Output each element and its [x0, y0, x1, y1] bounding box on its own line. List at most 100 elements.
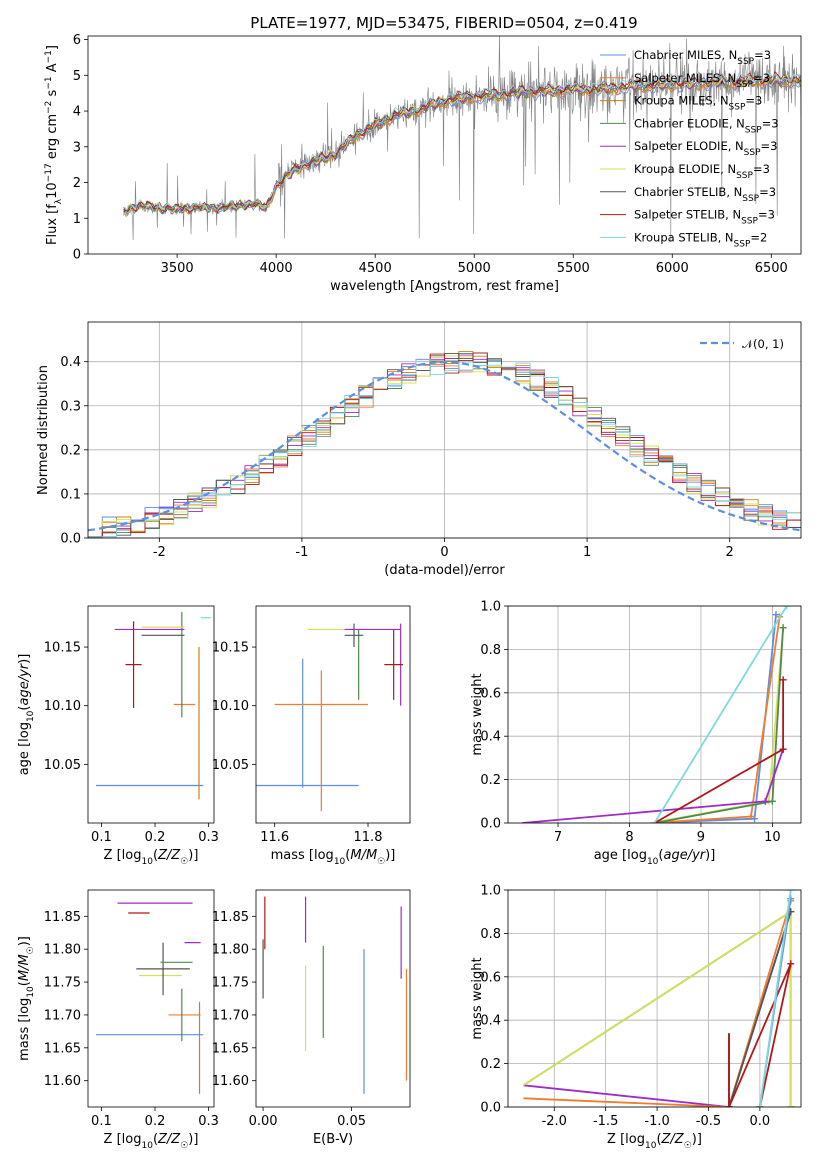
axes-frame — [87, 605, 215, 824]
x-tick-label: 0.00 — [249, 1114, 278, 1129]
legend-label: Chabrier ELODIE, NSSP=3 — [634, 116, 779, 135]
label-part: Z [log — [607, 1132, 645, 1147]
label-part: Kroupa MILES, N — [634, 94, 729, 108]
weight-marker — [779, 624, 787, 632]
y-tick-label: 6 — [73, 33, 81, 48]
y-tick-label: 0.0 — [60, 532, 81, 547]
y-tick-label: 11.60 — [44, 1074, 81, 1089]
y-tick-label: 0.3 — [60, 399, 81, 414]
y-axis-label: mass [log10(M/M☉)] — [17, 936, 36, 1061]
panel-EBV-mass: 0.00 0.05 11.60 11.65 11.70 11.75 11.80 11.85 E(… — [212, 889, 411, 1147]
y-tick-label: 0.4 — [480, 730, 501, 745]
label-part: M/M — [350, 848, 377, 863]
label-part: Z/Z — [157, 1132, 181, 1147]
label-part: mass [log — [17, 998, 32, 1061]
y-tick-label: 5 — [73, 69, 81, 84]
label-part: 10 — [645, 1141, 657, 1151]
x-tick-label: 0.05 — [337, 1114, 366, 1129]
y-axis-label: Flux [fλ10−17 erg cm−2 s−1 A−1] — [44, 45, 64, 245]
label-part: Z/Z — [157, 848, 181, 863]
label-part: ( — [153, 848, 158, 863]
weight-marker — [779, 676, 787, 684]
legend-label: Chabrier STELIB, NSSP=3 — [634, 185, 776, 204]
y-tick-label: 11.70 — [44, 1008, 81, 1023]
label-part: Salpeter ELODIE, N — [634, 139, 744, 153]
weight-marker — [779, 745, 787, 753]
y-tick-label: 0.0 — [480, 1101, 501, 1116]
label-part: ( — [17, 981, 32, 986]
y-tick-label: 10.15 — [212, 641, 249, 656]
x-tick-label: 5500 — [557, 261, 590, 276]
x-axis-label: Z [log10(Z/Z☉)] — [607, 1132, 702, 1151]
x-tick-label: 8 — [625, 830, 633, 845]
axes-frame — [255, 605, 411, 824]
x-axis-label: Z [log10(Z/Z☉)] — [104, 848, 199, 867]
label-part: SSP — [737, 57, 754, 67]
y-tick-label: 0.2 — [60, 443, 81, 458]
ticks-Z-mass: 0.1 0.2 0.3 11.60 11.65 11.70 11.75 11.80 11.85 — [44, 910, 219, 1129]
label-part: )] — [17, 936, 32, 946]
label-part: age [log — [17, 722, 32, 775]
y-tick-label: 10.10 — [212, 699, 249, 714]
axes-frame — [507, 889, 802, 1108]
ticks-Z-weight: -2.0 -1.5 -1.0 -0.5 0.0 0.0 0.2 0.4 0.6 0.8 1.0 — [480, 884, 770, 1130]
panel-Z-weight: -2.0 -1.5 -1.0 -0.5 0.0 0.0 0.2 0.4 0.6 0.8 1.0 Z [… — [470, 884, 802, 1151]
y-tick-label: 11.70 — [212, 1008, 249, 1023]
x-tick-label: 7 — [554, 830, 562, 845]
label-part: SSP — [736, 80, 753, 90]
x-tick-label: 6500 — [755, 261, 788, 276]
label-part: ☉ — [377, 857, 385, 867]
label-part: )] — [188, 848, 198, 863]
label-part: SSP — [734, 239, 751, 249]
x-tick-label: 0 — [440, 545, 448, 560]
y-tick-label: 3 — [73, 140, 81, 155]
label-part: 10 — [141, 857, 153, 867]
label-part: Kroupa STELIB, N — [634, 230, 734, 244]
weight-marker — [772, 611, 780, 619]
y-tick-label: 10.05 — [212, 758, 249, 773]
plot-area-residuals — [88, 351, 801, 538]
y-tick-label: 11.75 — [212, 976, 249, 991]
y-tick-label: 0.8 — [480, 643, 501, 658]
label-part: =3 — [758, 208, 775, 222]
y-tick-label: 11.80 — [44, 943, 81, 958]
y-tick-label: 4 — [73, 105, 81, 120]
label-part: )] — [705, 848, 715, 863]
weight-line — [650, 614, 777, 823]
legend-label: Salpeter STELIB, NSSP=3 — [634, 208, 775, 227]
y-tick-label: 11.85 — [44, 910, 81, 925]
weight-marker — [787, 895, 795, 903]
label-part: ] — [45, 45, 60, 50]
y-axis-label: age [log10(age/yr)] — [17, 654, 36, 776]
y-tick-label: 0.4 — [480, 1014, 501, 1029]
label-part: −17 — [44, 163, 54, 182]
label-part: ( — [17, 706, 32, 711]
weight-marker — [787, 1103, 795, 1107]
x-axis-label: mass [log10(M/M☉)] — [271, 848, 396, 867]
legend-label: Kroupa ELODIE, NSSP=3 — [634, 162, 770, 181]
x-axis-label: wavelength [Angstrom, rest frame] — [330, 279, 559, 294]
label-part: ( — [656, 1132, 661, 1147]
label-part: Chabrier MILES, N — [634, 48, 737, 62]
weight-line — [728, 963, 792, 1107]
y-tick-label: 0.4 — [60, 355, 81, 370]
label-part: −2 — [44, 101, 54, 114]
spectrum-model-line — [123, 71, 801, 215]
label-part: ☉ — [684, 1141, 692, 1151]
y-tick-label: 1.0 — [480, 884, 501, 899]
label-part: −1 — [44, 76, 54, 89]
x-tick-label: 4000 — [260, 261, 293, 276]
label-part: 10 — [647, 857, 659, 867]
label-part: )] — [692, 1132, 702, 1147]
axes-frame — [87, 35, 802, 255]
y-tick-label: 11.80 — [212, 943, 249, 958]
y-tick-label: 0.6 — [480, 970, 501, 985]
label-part: Salpeter MILES, N — [634, 71, 736, 85]
weight-marker — [725, 1103, 733, 1107]
axes-frame — [87, 889, 215, 1108]
label-part: mass [log — [271, 848, 334, 863]
x-axis-label: age [log10(age/yr)] — [594, 848, 716, 867]
